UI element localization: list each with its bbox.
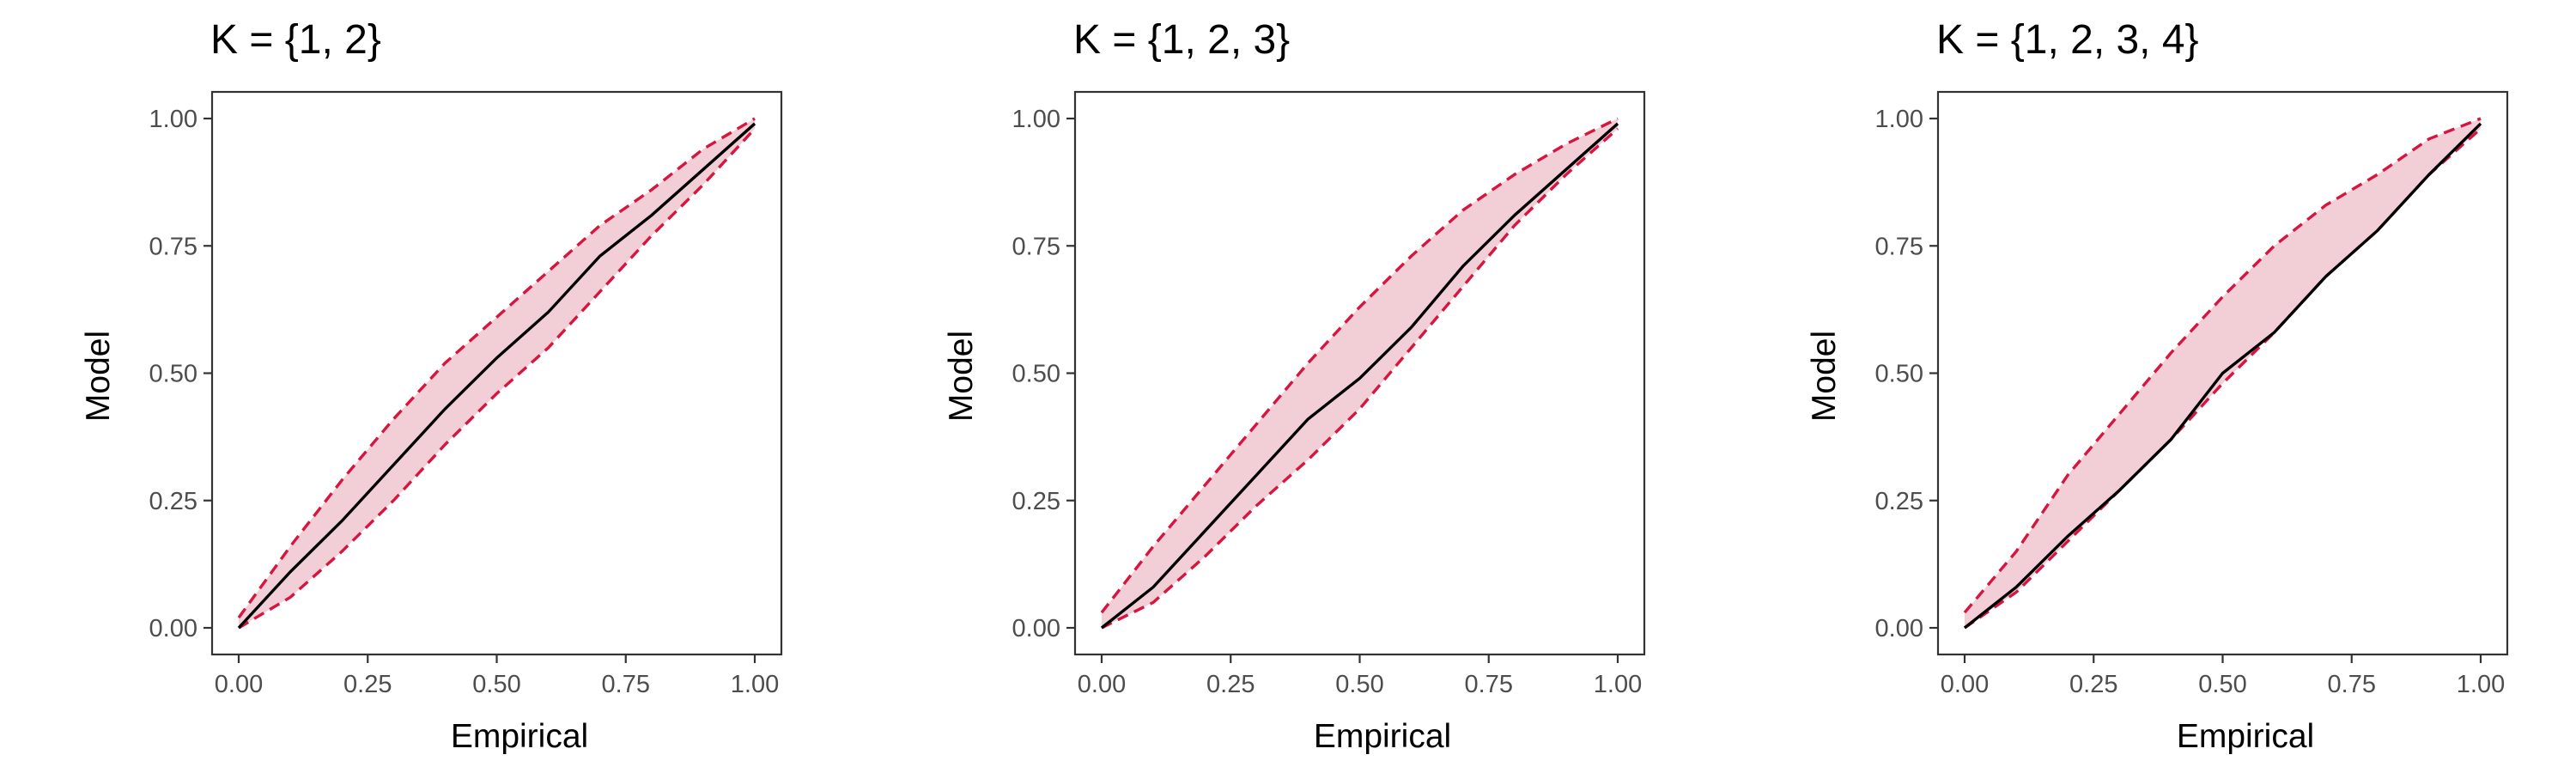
axis-ticks: 0.00 0.25 0.50 0.75 1.00 0.00 0.25 0.50 0.75 1.00 (1875, 106, 2506, 698)
chart-panel-3: K = {1, 2, 3, 4} 0.00 0.25 0.50 0.75 1.000.0… (1806, 17, 2509, 755)
x-tick-label: 0.25 (1206, 671, 1255, 698)
y-tick-label: 0.75 (1875, 233, 1923, 260)
x-axis-title: Empirical (451, 718, 588, 755)
x-tick-label: 0.75 (1465, 671, 1513, 698)
y-tick-label: 1.00 (1875, 106, 1923, 133)
x-axis-title: Empirical (2177, 718, 2314, 755)
y-tick-label: 0.00 (149, 615, 197, 642)
panel-title: K = {1, 2, 3, 4} (1936, 17, 2199, 63)
panel-title: K = {1, 2} (210, 17, 381, 63)
panel-title: K = {1, 2, 3} (1073, 17, 1290, 63)
y-tick-label: 0.00 (1875, 615, 1923, 642)
estimate-line (1100, 122, 1619, 630)
y-tick-label: 1.00 (1012, 106, 1060, 133)
x-tick-label: 0.75 (2328, 671, 2376, 698)
x-tick-label: 1.00 (1594, 671, 1642, 698)
y-tick-label: 0.25 (1875, 488, 1923, 515)
upper-bound-line (1100, 117, 1619, 614)
upper-bound-line (237, 117, 756, 619)
plot-area (1073, 90, 1646, 656)
y-axis-title: Model (943, 331, 980, 422)
y-axis-title: Model (1806, 331, 1843, 422)
y-axis-title: Model (80, 331, 117, 422)
plot-area (1936, 90, 2509, 656)
x-tick-label: 1.00 (2457, 671, 2505, 698)
x-tick-label: 0.25 (343, 671, 392, 698)
x-tick-label: 0.50 (1335, 671, 1383, 698)
lower-bound-line (238, 127, 756, 630)
estimate-line (237, 122, 756, 630)
axis-ticks: 0.00 0.25 0.50 0.75 1.00 0.00 0.25 0.50 0.75 1.00 (1012, 106, 1643, 698)
chart-panel-1: K = {1, 2} 0.00 0.25 0.50 0.75 1.000.000.250… (80, 17, 783, 755)
y-tick-label: 1.00 (149, 106, 197, 133)
plot-area (210, 90, 783, 656)
y-tick-label: 0.50 (1012, 361, 1060, 388)
y-tick-label: 0.50 (149, 361, 197, 388)
y-tick-label: 0.25 (1012, 488, 1060, 515)
x-axis-title: Empirical (1314, 718, 1451, 755)
x-tick-label: 1.00 (731, 671, 779, 698)
confidence-band (1102, 119, 1618, 628)
x-tick-label: 0.50 (472, 671, 520, 698)
x-tick-label: 0.50 (2198, 671, 2246, 698)
y-tick-label: 0.00 (1012, 615, 1060, 642)
x-tick-label: 0.75 (602, 671, 650, 698)
axis-ticks: 0.00 0.25 0.50 0.75 1.00 0.00 0.25 0.50 0.75 1.00 (149, 106, 780, 698)
y-tick-label: 0.50 (1875, 361, 1923, 388)
chart-panel-2: K = {1, 2, 3} 0.00 0.25 0.50 0.75 1.000.000.… (943, 17, 1646, 755)
x-tick-label: 0.00 (215, 671, 263, 698)
y-tick-label: 0.75 (1012, 233, 1060, 260)
x-tick-label: 0.00 (1941, 671, 1989, 698)
lower-bound-line (1101, 127, 1619, 630)
x-tick-label: 0.00 (1078, 671, 1126, 698)
x-tick-label: 0.25 (2069, 671, 2117, 698)
y-tick-label: 0.25 (149, 488, 197, 515)
y-tick-label: 0.75 (149, 233, 197, 260)
confidence-band (239, 119, 755, 628)
estimate-line (1963, 122, 2482, 630)
